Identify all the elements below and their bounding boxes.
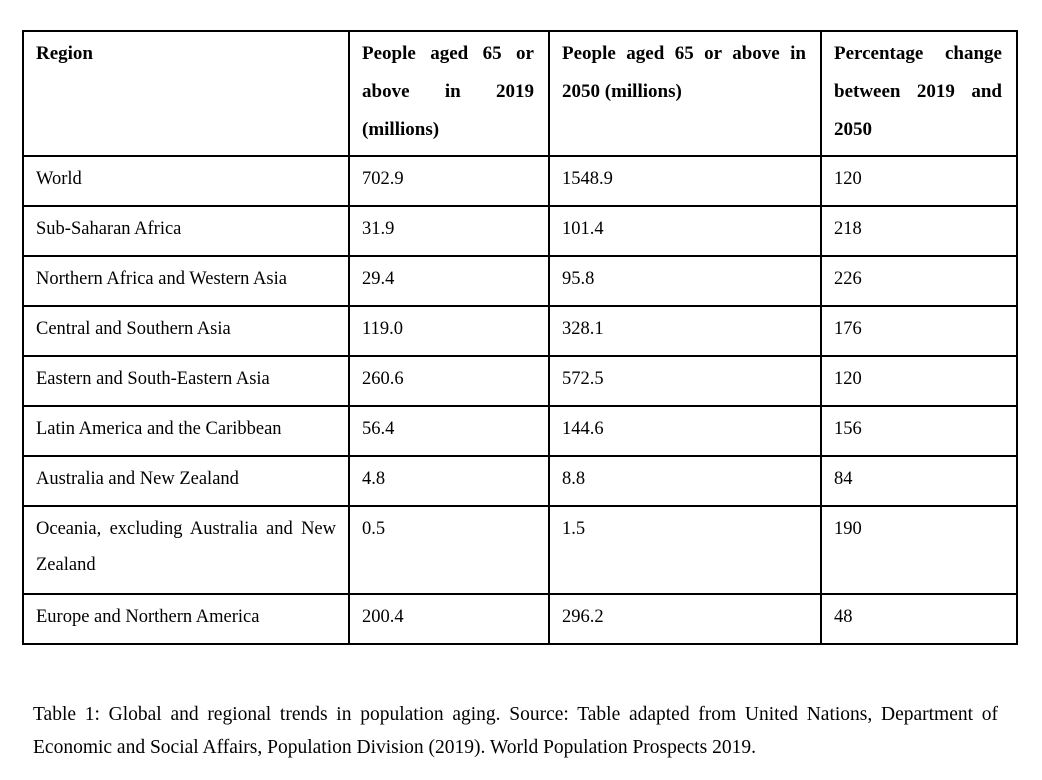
table-row: Central and Southern Asia 119.0 328.1 176 <box>22 305 1018 357</box>
value-2019-cell: 31.9 <box>348 205 550 257</box>
value-2019-cell: 119.0 <box>348 305 550 357</box>
table-header: Region People aged 65 or above in 2019 (… <box>22 30 1018 157</box>
percentage-change-cell: 120 <box>820 155 1018 207</box>
table-row: Eastern and South-Eastern Asia 260.6 572.5… <box>22 355 1018 407</box>
region-cell: Australia and New Zealand <box>22 455 350 507</box>
value-2050-cell: 8.8 <box>548 455 822 507</box>
table-row: Latin America and the Caribbean 56.4 144.6… <box>22 405 1018 457</box>
value-2050-cell: 572.5 <box>548 355 822 407</box>
region-cell: Oceania, excluding Australia and New Zea… <box>22 505 350 595</box>
population-aging-table: Region People aged 65 or above in 2019 (… <box>22 30 1018 645</box>
percentage-change-cell: 218 <box>820 205 1018 257</box>
region-cell: Europe and Northern America <box>22 593 350 645</box>
value-2050-cell: 328.1 <box>548 305 822 357</box>
value-2019-cell: 200.4 <box>348 593 550 645</box>
percentage-change-cell: 48 <box>820 593 1018 645</box>
percentage-change-cell: 156 <box>820 405 1018 457</box>
region-cell: Latin America and the Caribbean <box>22 405 350 457</box>
region-cell: Northern Africa and Western Asia <box>22 255 350 307</box>
value-2050-cell: 296.2 <box>548 593 822 645</box>
value-2050-cell: 101.4 <box>548 205 822 257</box>
table-row: Europe and Northern America 200.4 296.2 48 <box>22 593 1018 645</box>
region-cell: Central and Southern Asia <box>22 305 350 357</box>
value-2050-cell: 144.6 <box>548 405 822 457</box>
table-row: Oceania, excluding Australia and New Zea… <box>22 505 1018 595</box>
value-2019-cell: 260.6 <box>348 355 550 407</box>
percentage-change-cell: 176 <box>820 305 1018 357</box>
table-caption: Table 1: Global and regional trends in p… <box>33 704 998 758</box>
header-cell-aged65-2050: People aged 65 or above in 2050 (million… <box>548 30 822 157</box>
table-body: World 702.9 1548.9 120 Sub-Saharan Africa 31.… <box>22 155 1018 645</box>
header-cell-aged65-2019: People aged 65 or above in 2019 (million… <box>348 30 550 157</box>
value-2019-cell: 702.9 <box>348 155 550 207</box>
percentage-change-cell: 120 <box>820 355 1018 407</box>
value-2050-cell: 1548.9 <box>548 155 822 207</box>
percentage-change-cell: 190 <box>820 505 1018 595</box>
table-row: Australia and New Zealand 4.8 8.8 84 <box>22 455 1018 507</box>
value-2019-cell: 0.5 <box>348 505 550 595</box>
region-cell: Eastern and South-Eastern Asia <box>22 355 350 407</box>
region-cell: World <box>22 155 350 207</box>
value-2019-cell: 4.8 <box>348 455 550 507</box>
value-2050-cell: 95.8 <box>548 255 822 307</box>
table-row: Sub-Saharan Africa 31.9 101.4 218 <box>22 205 1018 257</box>
region-cell: Sub-Saharan Africa <box>22 205 350 257</box>
header-cell-percentage-change: Percentage change between 2019 and 2050 <box>820 30 1018 157</box>
header-cell-region: Region <box>22 30 350 157</box>
header-row: Region People aged 65 or above in 2019 (… <box>22 30 1018 157</box>
table-row: World 702.9 1548.9 120 <box>22 155 1018 207</box>
value-2019-cell: 56.4 <box>348 405 550 457</box>
percentage-change-cell: 226 <box>820 255 1018 307</box>
value-2050-cell: 1.5 <box>548 505 822 595</box>
percentage-change-cell: 84 <box>820 455 1018 507</box>
table-row: Northern Africa and Western Asia 29.4 95.8… <box>22 255 1018 307</box>
value-2019-cell: 29.4 <box>348 255 550 307</box>
